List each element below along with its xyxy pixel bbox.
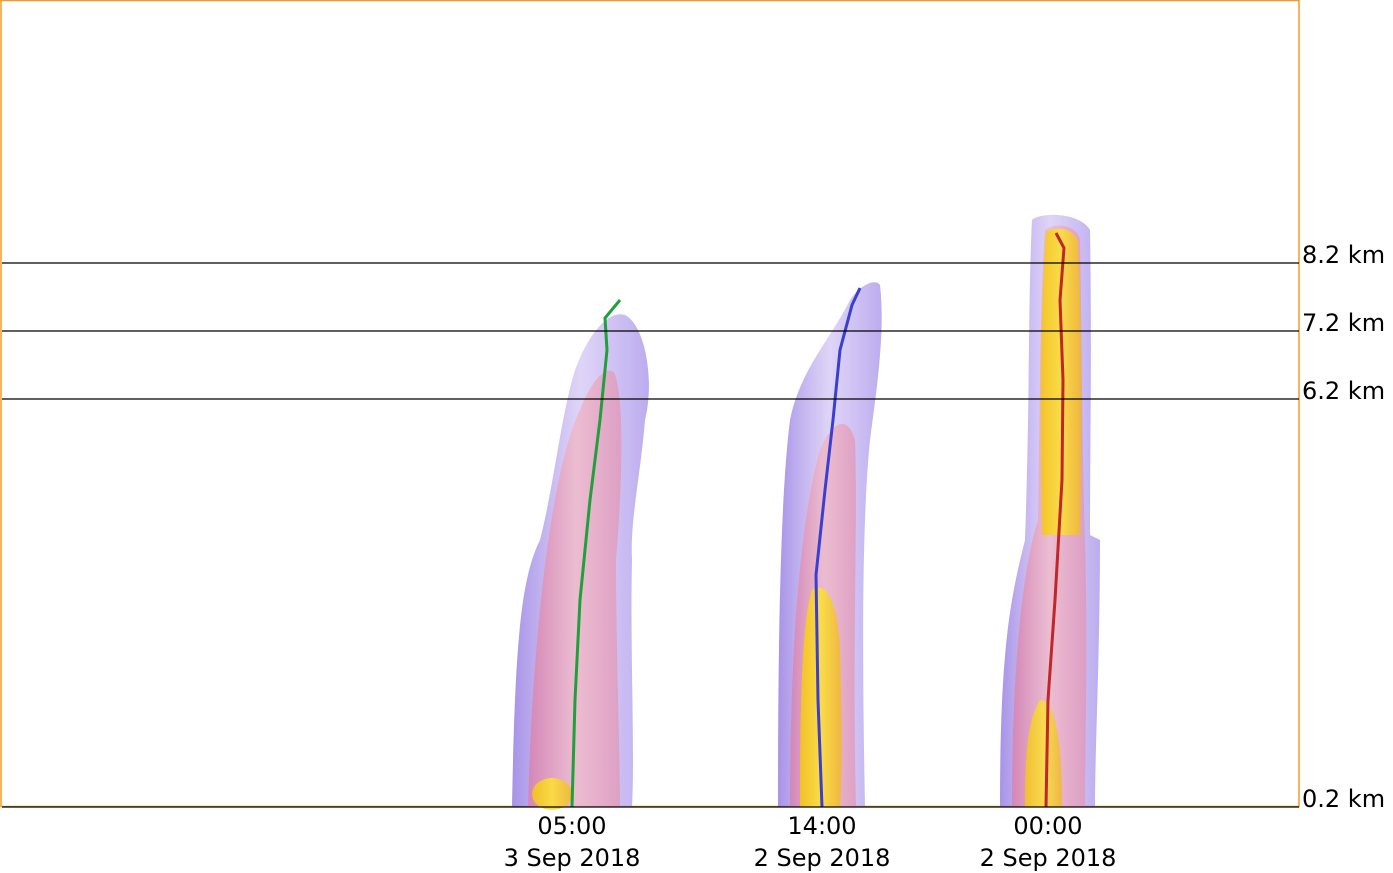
frame <box>0 0 1300 808</box>
plume-1 <box>512 299 649 810</box>
plume-2 <box>778 282 882 808</box>
date-label: 3 Sep 2018 <box>504 844 641 872</box>
date-label: 2 Sep 2018 <box>754 844 891 872</box>
level-label: 8.2 km <box>1302 241 1385 269</box>
level-label: 6.2 km <box>1302 377 1385 405</box>
level-label: 0.2 km <box>1302 785 1385 813</box>
time-label: 05:00 <box>537 812 606 840</box>
time-label: 00:00 <box>1013 812 1082 840</box>
times: 05:00 3 Sep 2018 14:00 2 Sep 2018 00:00 2 Sep… <box>504 812 1117 872</box>
level-label: 7.2 km <box>1302 309 1385 337</box>
time-label: 14:00 <box>787 812 856 840</box>
levels: 0.2 km 6.2 km 7.2 km 8.2 km <box>2 241 1385 813</box>
date-label: 2 Sep 2018 <box>980 844 1117 872</box>
plume-3 <box>1000 214 1100 808</box>
